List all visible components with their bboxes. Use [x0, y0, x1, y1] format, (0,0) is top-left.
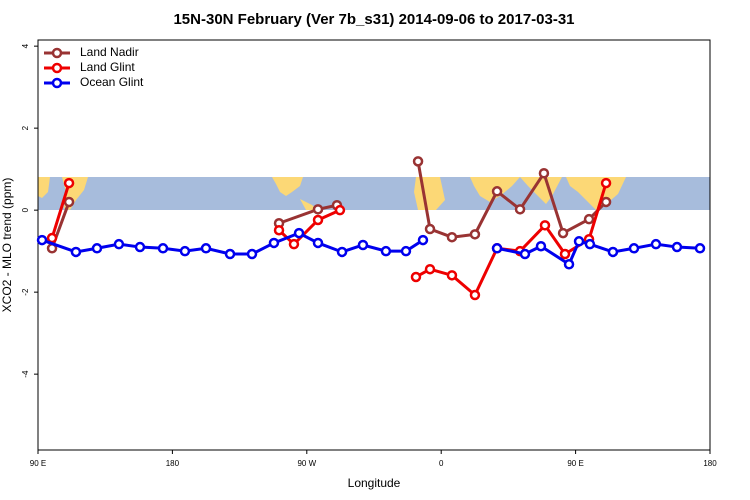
data-point	[113, 238, 125, 250]
data-point	[200, 243, 212, 254]
data-point	[312, 204, 324, 215]
data-point	[357, 239, 369, 251]
data-point	[583, 213, 595, 225]
data-point	[628, 243, 640, 254]
y-tick-label: -4	[21, 370, 30, 378]
data-point	[469, 289, 481, 301]
x-tick-label: 90 W	[297, 459, 316, 468]
data-point	[573, 236, 585, 247]
legend-marker	[51, 47, 63, 59]
data-point	[412, 156, 424, 167]
legend-label: Land Glint	[80, 60, 135, 74]
data-point	[46, 232, 58, 244]
data-point	[36, 234, 48, 246]
data-point	[671, 241, 683, 253]
data-point	[224, 248, 236, 260]
data-point	[538, 168, 550, 179]
y-tick-label: -2	[21, 288, 30, 296]
legend-label: Ocean Glint	[80, 75, 144, 89]
data-point	[63, 196, 75, 208]
data-point	[424, 263, 436, 275]
data-point	[584, 238, 596, 250]
legend-label: Land Nadir	[80, 45, 139, 59]
legend-marker	[51, 62, 63, 74]
data-point	[519, 248, 531, 260]
x-tick-label: 90 E	[30, 459, 46, 468]
data-point	[312, 214, 324, 226]
data-point	[273, 224, 285, 236]
data-point	[563, 259, 575, 270]
data-point	[424, 223, 436, 235]
data-point	[491, 186, 503, 197]
y-tick-label: 2	[21, 125, 30, 130]
x-axis-label: Longitude	[348, 476, 401, 490]
plot-frame	[37, 39, 711, 451]
y-tick-label: 4	[21, 43, 30, 48]
data-point	[336, 246, 348, 258]
data-point	[650, 238, 662, 250]
data-point	[312, 237, 324, 249]
data-point	[446, 270, 458, 281]
data-point	[694, 243, 706, 254]
y-tick-label: 0	[21, 207, 30, 212]
data-point	[293, 227, 305, 239]
data-point	[559, 248, 571, 260]
data-point	[91, 243, 103, 254]
y-axis-label: XCO2 - MLO trend (ppm)	[0, 178, 14, 313]
data-point	[246, 248, 258, 260]
data-point	[157, 243, 169, 254]
x-tick-label: 180	[166, 459, 180, 468]
data-point	[514, 204, 526, 215]
x-tick-label: 90 E	[567, 459, 583, 468]
x-tick-label: 180	[703, 459, 717, 468]
data-point	[179, 245, 191, 257]
legend-marker	[51, 77, 63, 89]
data-point	[134, 241, 146, 253]
data-point	[268, 237, 280, 249]
data-point	[557, 227, 569, 239]
data-point	[469, 229, 481, 240]
data-point	[607, 246, 619, 258]
data-point	[417, 234, 429, 246]
data-point	[334, 204, 346, 216]
x-tick-label: 0	[439, 459, 444, 468]
chart-title: 15N-30N February (Ver 7b_s31) 2014-09-06…	[173, 11, 574, 28]
data-point	[600, 177, 612, 189]
data-point	[446, 231, 458, 243]
data-point	[535, 240, 547, 252]
data-point	[491, 243, 503, 254]
data-point	[400, 245, 412, 257]
data-point	[539, 220, 551, 231]
data-point	[70, 246, 82, 258]
data-point	[600, 196, 612, 208]
data-point	[288, 238, 300, 250]
data-point	[63, 177, 75, 189]
data-point	[410, 271, 422, 283]
data-point	[380, 245, 392, 257]
